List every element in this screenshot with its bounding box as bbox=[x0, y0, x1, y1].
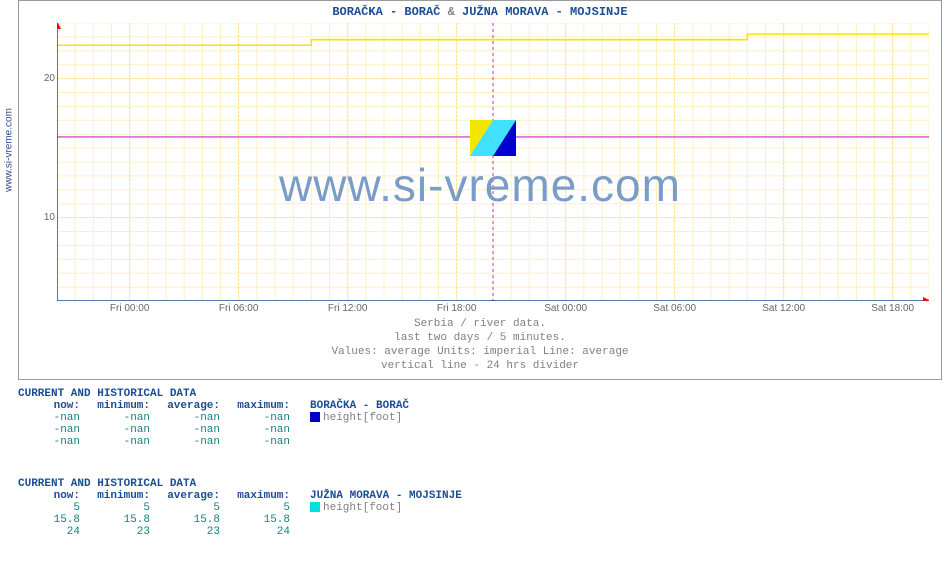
data-cell: -nan bbox=[18, 412, 88, 424]
chart-subtitle: Serbia / river data. last two days / 5 m… bbox=[19, 317, 941, 373]
data-cell: -nan bbox=[18, 436, 88, 448]
x-tick-label: Fri 12:00 bbox=[318, 303, 378, 314]
data-cell: -nan bbox=[88, 436, 158, 448]
watermark-logo bbox=[470, 120, 516, 156]
chart-title-a: BORAČKA - BORAČ bbox=[332, 5, 440, 19]
data-cell: -nan bbox=[18, 424, 88, 436]
empty-cell bbox=[298, 514, 464, 526]
data-cell: -nan bbox=[228, 436, 298, 448]
empty-cell bbox=[298, 436, 411, 448]
x-tick-label: Sat 00:00 bbox=[536, 303, 596, 314]
col-header: maximum: bbox=[228, 400, 298, 412]
subtitle-line: Values: average Units: imperial Line: av… bbox=[19, 345, 941, 359]
data-cell: -nan bbox=[228, 412, 298, 424]
data-section-1: CURRENT AND HISTORICAL DATA now:minimum:… bbox=[18, 388, 942, 448]
data-table: now:minimum:average:maximum:JUŽNA MORAVA… bbox=[18, 490, 464, 538]
site-side-label: www.si-vreme.com bbox=[0, 0, 18, 300]
data-cell: -nan bbox=[88, 424, 158, 436]
data-section-2: CURRENT AND HISTORICAL DATA now:minimum:… bbox=[18, 478, 942, 538]
x-tick-label: Sat 06:00 bbox=[645, 303, 705, 314]
x-tick-label: Sat 18:00 bbox=[863, 303, 923, 314]
data-cell: -nan bbox=[158, 412, 228, 424]
col-header: average: bbox=[158, 400, 228, 412]
data-cell: 23 bbox=[88, 526, 158, 538]
metric-label: height[foot] bbox=[298, 412, 411, 424]
data-cell: 15.8 bbox=[158, 514, 228, 526]
y-tick-label: 20 bbox=[25, 73, 55, 84]
data-cell: 15.8 bbox=[18, 514, 88, 526]
x-tick-label: Fri 06:00 bbox=[209, 303, 269, 314]
data-cell: -nan bbox=[158, 424, 228, 436]
x-tick-label: Fri 00:00 bbox=[100, 303, 160, 314]
data-cell: 5 bbox=[158, 502, 228, 514]
legend-swatch bbox=[310, 502, 320, 512]
data-cell: 24 bbox=[228, 526, 298, 538]
metric-label: height[foot] bbox=[298, 502, 464, 514]
data-cell: 23 bbox=[158, 526, 228, 538]
data-cell: 24 bbox=[18, 526, 88, 538]
col-header: minimum: bbox=[88, 400, 158, 412]
y-tick-label: 10 bbox=[25, 212, 55, 223]
data-cell: 5 bbox=[18, 502, 88, 514]
legend-swatch bbox=[310, 412, 320, 422]
data-cell: 5 bbox=[88, 502, 158, 514]
col-header: average: bbox=[158, 490, 228, 502]
col-header: now: bbox=[18, 400, 88, 412]
data-cell: -nan bbox=[228, 424, 298, 436]
x-tick-label: Fri 18:00 bbox=[427, 303, 487, 314]
chart-title: BORAČKA - BORAČ & JUŽNA MORAVA - MOJSINJ… bbox=[19, 5, 941, 19]
data-cell: 15.8 bbox=[88, 514, 158, 526]
subtitle-line: last two days / 5 minutes. bbox=[19, 331, 941, 345]
station-name: JUŽNA MORAVA - MOJSINJE bbox=[298, 490, 464, 502]
data-cell: -nan bbox=[158, 436, 228, 448]
x-tick-label: Sat 12:00 bbox=[754, 303, 814, 314]
section-title: CURRENT AND HISTORICAL DATA bbox=[18, 478, 942, 490]
subtitle-line: Serbia / river data. bbox=[19, 317, 941, 331]
section-title: CURRENT AND HISTORICAL DATA bbox=[18, 388, 942, 400]
col-header: maximum: bbox=[228, 490, 298, 502]
empty-cell bbox=[298, 526, 464, 538]
col-header: minimum: bbox=[88, 490, 158, 502]
data-cell: 15.8 bbox=[228, 514, 298, 526]
chart-title-b: JUŽNA MORAVA - MOJSINJE bbox=[462, 5, 628, 19]
data-table: now:minimum:average:maximum:BORAČKA - BO… bbox=[18, 400, 411, 448]
empty-cell bbox=[298, 424, 411, 436]
data-cell: -nan bbox=[88, 412, 158, 424]
data-cell: 5 bbox=[228, 502, 298, 514]
col-header: now: bbox=[18, 490, 88, 502]
station-name: BORAČKA - BORAČ bbox=[298, 400, 411, 412]
subtitle-line: vertical line - 24 hrs divider bbox=[19, 359, 941, 373]
chart-title-amp: & bbox=[440, 5, 462, 19]
watermark-text: www.si-vreme.com bbox=[19, 158, 941, 212]
chart-container: BORAČKA - BORAČ & JUŽNA MORAVA - MOJSINJ… bbox=[18, 0, 942, 380]
